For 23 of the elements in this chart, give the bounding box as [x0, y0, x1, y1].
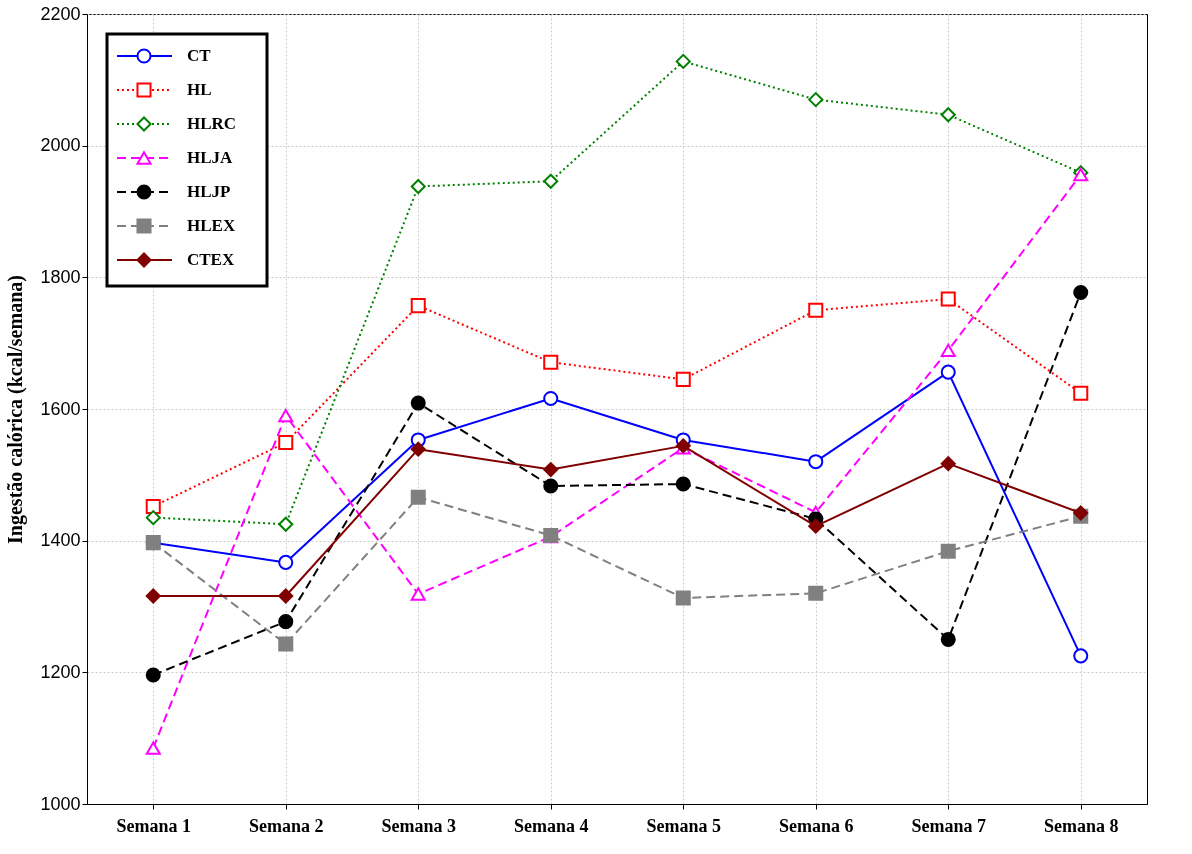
x-tick-label: Semana 5: [646, 815, 722, 836]
y-tick-label: 1600: [40, 398, 81, 419]
y-tick-label: 1200: [40, 661, 81, 682]
legend-label: HLJA: [187, 148, 234, 167]
y-tick-label: 1400: [40, 530, 81, 551]
x-tick-label: Semana 2: [248, 815, 324, 836]
y-tick-label: 2200: [40, 3, 81, 24]
x-tick-label: Semana 6: [778, 815, 854, 836]
legend-label: HLJP: [187, 182, 231, 201]
x-tick-label: Semana 8: [1043, 815, 1119, 836]
x-tick-label: Semana 1: [116, 815, 192, 836]
x-tick-label: Semana 4: [513, 815, 589, 836]
y-tick-label: 2000: [40, 135, 81, 156]
x-tick-label: Semana 3: [381, 815, 457, 836]
legend-label: HL: [187, 80, 212, 99]
legend-label: HLEX: [187, 216, 236, 235]
legend-label: CT: [187, 46, 212, 65]
legend-label: HLRC: [187, 114, 237, 133]
y-tick-label: 1000: [40, 793, 81, 814]
x-tick-label: Semana 7: [911, 815, 987, 836]
legend-label: CTEX: [187, 250, 235, 269]
y-axis-title: Ingestão calórica (kcal/semana): [4, 275, 28, 544]
y-tick-label: 1800: [40, 266, 81, 287]
